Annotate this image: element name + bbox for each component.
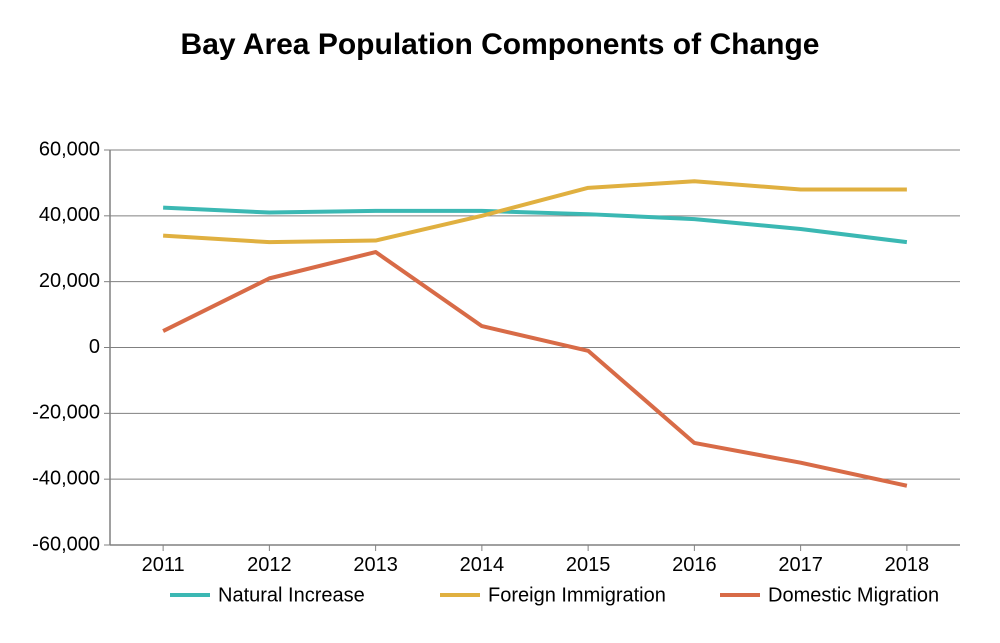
- chart-svg: -60,000 -40,000 -20,000 0 20,000 40,000 60,000…: [0, 0, 1000, 643]
- x-tick-label: 2011: [142, 554, 185, 576]
- legend: Natural Increase Foreign Immigration Domes…: [170, 584, 939, 606]
- y-axis-ticks: -60,000 -40,000 -20,000 0 20,000 40,000 60,000: [32, 138, 100, 555]
- x-tick-label: 2017: [778, 554, 823, 576]
- series-line: [163, 252, 907, 486]
- y-tick-label: 0: [89, 336, 100, 358]
- x-tick-label: 2016: [672, 554, 717, 576]
- y-tick-label: -60,000: [32, 533, 100, 555]
- chart-container: Bay Area Population Components of Change…: [0, 0, 1000, 643]
- series-lines: [163, 181, 907, 485]
- legend-label: Natural Increase: [218, 584, 365, 606]
- legend-label: Foreign Immigration: [488, 584, 666, 606]
- y-tick-label: -40,000: [32, 467, 100, 489]
- x-tick-label: 2014: [460, 554, 505, 576]
- x-tick-label: 2012: [247, 554, 292, 576]
- y-tick-label: -20,000: [32, 402, 100, 424]
- y-tick-label: 60,000: [39, 138, 100, 160]
- y-tick-label: 20,000: [39, 270, 100, 292]
- x-axis-ticks: 2011 2012 2013 2014 2015 2016 2017 2018: [142, 545, 930, 576]
- series-line: [163, 208, 907, 243]
- chart-title: Bay Area Population Components of Change: [0, 28, 1000, 63]
- legend-label: Domestic Migration: [768, 584, 939, 606]
- x-tick-label: 2018: [885, 554, 930, 576]
- x-tick-label: 2015: [566, 554, 611, 576]
- x-tick-label: 2013: [353, 554, 398, 576]
- y-tick-label: 40,000: [39, 204, 100, 226]
